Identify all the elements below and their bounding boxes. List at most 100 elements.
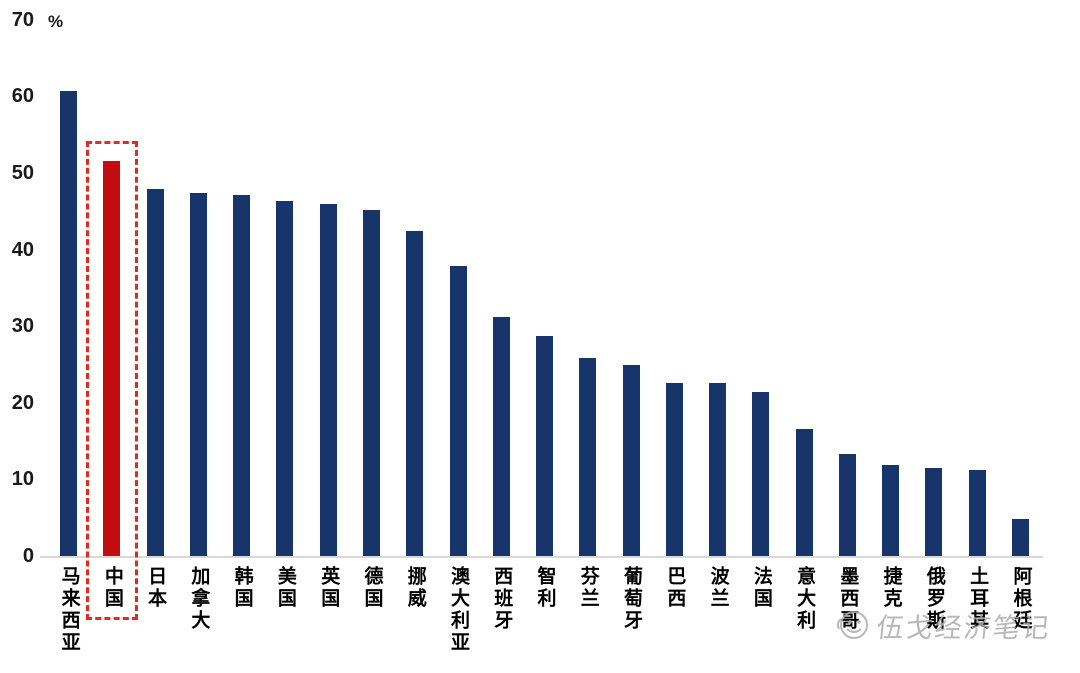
category-label: 葡萄牙 (621, 566, 643, 632)
bar-column-8 (350, 0, 393, 557)
label-column: 加拿大 (177, 566, 220, 654)
bar-column-17 (739, 0, 782, 557)
y-tick-label: 10 (11, 468, 34, 491)
bar (276, 201, 294, 557)
category-label: 德国 (361, 566, 383, 610)
bar-column-14 (609, 0, 652, 557)
category-label: 墨西哥 (837, 566, 859, 632)
label-column: 波兰 (696, 566, 739, 654)
bar (536, 336, 554, 557)
category-label: 马来西亚 (58, 566, 80, 654)
bar-column-19 (826, 0, 869, 557)
bar (406, 231, 424, 557)
bar-column-11 (480, 0, 523, 557)
bar (882, 465, 900, 557)
bar-column-7 (307, 0, 350, 557)
plot-area (47, 0, 1042, 557)
category-label: 俄罗斯 (923, 566, 945, 632)
label-column: 西班牙 (480, 566, 523, 654)
bar-column-9 (393, 0, 436, 557)
category-label: 韩国 (231, 566, 253, 610)
label-column: 捷克 (869, 566, 912, 654)
label-column: 法国 (739, 566, 782, 654)
label-column: 中国 (90, 566, 133, 654)
category-label: 挪威 (404, 566, 426, 610)
category-label: 西班牙 (491, 566, 513, 632)
china-highlight-dashed-box (85, 141, 138, 620)
bar-column-21 (912, 0, 955, 557)
bar-column-13 (566, 0, 609, 557)
bar-column-23 (999, 0, 1042, 557)
bar-column-10 (436, 0, 479, 557)
bar-column-6 (263, 0, 306, 557)
y-tick-label: 40 (11, 238, 34, 261)
label-column: 澳大利亚 (436, 566, 479, 654)
bar (622, 365, 640, 557)
bar (968, 470, 986, 557)
y-tick-label: 20 (11, 391, 34, 414)
label-column: 巴西 (653, 566, 696, 654)
bar-highlight (103, 161, 121, 557)
watermark: 伍戈经济笔记 (832, 603, 1053, 647)
bar-column-20 (869, 0, 912, 557)
bar (233, 195, 251, 557)
x-axis-line (40, 556, 1043, 558)
category-label: 芬兰 (577, 566, 599, 610)
label-column: 墨西哥 (826, 566, 869, 654)
label-column: 韩国 (220, 566, 263, 654)
label-column: 俄罗斯 (912, 566, 955, 654)
label-column: 土耳其 (956, 566, 999, 654)
category-label: 意大利 (794, 566, 816, 632)
label-column: 美国 (263, 566, 306, 654)
label-column: 葡萄牙 (609, 566, 652, 654)
bar-column-1 (47, 0, 90, 557)
label-column: 日本 (134, 566, 177, 654)
bar-column-4 (177, 0, 220, 557)
category-label: 捷克 (880, 566, 902, 610)
y-tick-label: 50 (11, 162, 34, 184)
bar (838, 454, 856, 557)
bar (579, 358, 597, 557)
label-column: 意大利 (783, 566, 826, 654)
bar-column-16 (696, 0, 739, 557)
label-column: 英国 (307, 566, 350, 654)
y-tick-label: 0 (22, 545, 34, 567)
category-label: 巴西 (664, 566, 686, 610)
y-tick-label: 70 (11, 8, 34, 31)
bar (146, 189, 164, 557)
y-tick-label: 60 (11, 85, 34, 108)
category-label: 土耳其 (967, 566, 989, 632)
bar (449, 266, 467, 557)
y-axis-unit-label: % (48, 12, 64, 31)
bar-column-18 (783, 0, 826, 557)
watermark-text: 伍戈经济笔记 (875, 612, 1053, 643)
bar-column-2 (90, 0, 133, 557)
bar (665, 383, 683, 557)
category-label: 美国 (274, 566, 296, 610)
category-label: 日本 (145, 566, 167, 610)
bar (752, 392, 770, 557)
bar-column-22 (956, 0, 999, 557)
bar (1011, 519, 1029, 557)
y-axis: 0 10 20 30 40 50 60 70 (0, 0, 36, 567)
y-tick-label: 30 (11, 315, 34, 338)
label-column: 马来西亚 (47, 566, 90, 654)
bar (709, 383, 727, 557)
bar-column-3 (134, 0, 177, 557)
category-label: 澳大利亚 (447, 566, 469, 654)
bar-column-15 (653, 0, 696, 557)
bar (925, 468, 943, 557)
label-column: 阿根廷 (999, 566, 1042, 654)
label-column: 挪威 (393, 566, 436, 654)
bar (319, 204, 337, 557)
bar (60, 91, 78, 557)
bar-column-12 (523, 0, 566, 557)
category-label: 智利 (534, 566, 556, 610)
label-column: 智利 (523, 566, 566, 654)
bar (189, 193, 207, 557)
category-label: 加拿大 (188, 566, 210, 632)
label-column: 德国 (350, 566, 393, 654)
smiley-avatar-icon (836, 611, 868, 639)
category-label: 阿根廷 (1010, 566, 1032, 632)
